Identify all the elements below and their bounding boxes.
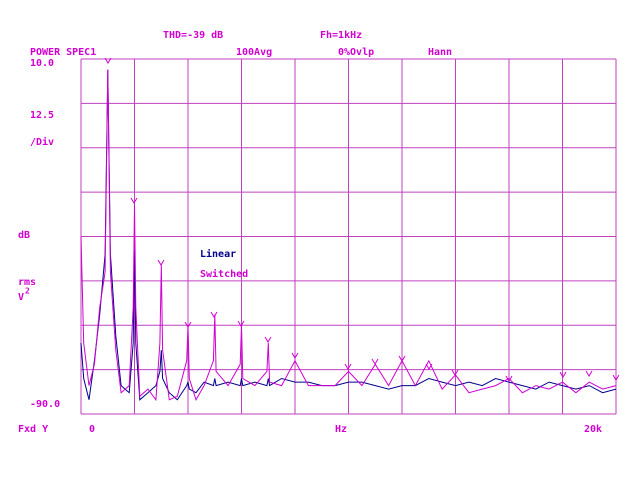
marker: [505, 375, 513, 382]
marker: [184, 321, 192, 328]
marker: [104, 57, 112, 64]
marker: [344, 363, 352, 370]
marker: [264, 336, 272, 343]
marker: [130, 197, 138, 204]
marker: [585, 370, 593, 377]
averages: 100Avg: [236, 47, 272, 58]
marker: [210, 311, 218, 318]
y-label-line: dB: [18, 230, 30, 241]
trace: [80, 69, 617, 402]
thd-readout: THD=-39 dB: [163, 30, 223, 41]
x-tick-label: 20k: [584, 424, 602, 435]
traces: [80, 69, 617, 402]
legend-entry: Switched: [200, 268, 248, 280]
marker: [612, 374, 620, 381]
marker: [559, 371, 567, 378]
window: Hann: [428, 47, 452, 58]
marker: [291, 352, 299, 359]
y-label-exponent: 2: [25, 287, 30, 296]
y-scale-unit: /Div: [30, 136, 54, 148]
marker: [371, 358, 379, 365]
marker: [237, 320, 245, 327]
y-mode: Fxd Y: [18, 424, 48, 435]
measurement-name: POWER SPEC1: [30, 47, 96, 58]
marker: [157, 259, 165, 266]
y-label-base: V: [18, 292, 24, 303]
marker: [398, 355, 406, 362]
harmonic-markers: [104, 57, 620, 382]
overlap: 0%Ovlp: [338, 47, 374, 58]
marker: [451, 369, 459, 376]
trace: [80, 69, 617, 401]
marker: [425, 363, 433, 370]
y-tick-label: 10.0: [30, 58, 54, 69]
x-axis-label: Hz: [335, 424, 347, 435]
y-tick-label: -90.0: [30, 399, 60, 410]
x-tick-label: 0: [89, 424, 95, 435]
y-scale: 12.5: [30, 110, 54, 121]
legend-entry: Linear: [200, 248, 236, 260]
grid: [80, 58, 617, 415]
y-label-line: rms: [18, 277, 36, 288]
fundamental-readout: Fh=1kHz: [320, 30, 362, 41]
